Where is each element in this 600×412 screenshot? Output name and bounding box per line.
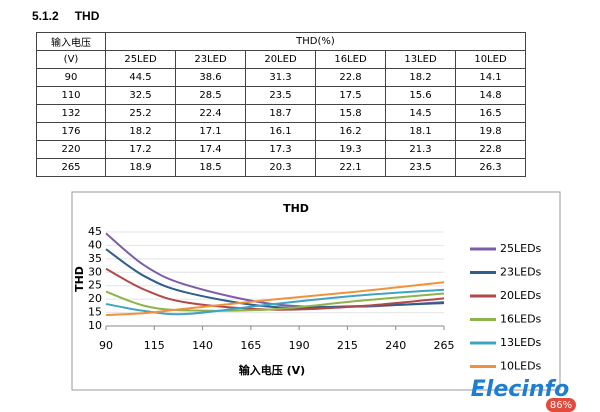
header-row: 输入电压 THD(%) xyxy=(36,32,526,51)
y-tick-label: 10 xyxy=(88,319,102,332)
data-cell: 22.8 xyxy=(455,140,526,159)
legend-label: 23LEDs xyxy=(500,266,542,279)
thd-table: 输入电压 THD(%) (V) 25LED 23LED 20LED 16LED 13LED 10… xyxy=(36,32,526,177)
y-tick-label: 35 xyxy=(88,252,102,265)
data-cell: 14.8 xyxy=(455,86,526,105)
series-line xyxy=(105,290,445,312)
subheader-row: (V) 25LED 23LED 20LED 16LED 13LED 10LED xyxy=(36,50,526,69)
series-line xyxy=(105,288,445,316)
y-axis-label: THD xyxy=(73,266,86,292)
series-line xyxy=(105,281,445,316)
section-title: THD xyxy=(74,9,100,23)
data-row: 265 18.9 18.5 20.3 22.1 23.5 26.3 xyxy=(36,158,526,177)
chart-title: THD xyxy=(283,202,309,215)
legend-label: 13LEDs xyxy=(500,336,542,349)
data-row: 132 25.2 22.4 18.7 15.8 14.5 16.5 xyxy=(36,104,526,123)
data-cell: 18.5 xyxy=(175,158,246,177)
data-row: 176 18.2 17.1 16.1 16.2 18.1 19.8 xyxy=(36,122,526,141)
x-tick-label: 265 xyxy=(434,339,455,352)
x-tick-label: 190 xyxy=(289,339,310,352)
legend-label: 10LEDs xyxy=(500,360,542,373)
x-tick-label: 215 xyxy=(337,339,358,352)
x-axis-label: 输入电压 (V) xyxy=(239,363,305,377)
y-tick-label: 45 xyxy=(88,225,102,238)
x-tick-label: 240 xyxy=(385,339,406,352)
data-cell: 26.3 xyxy=(455,158,526,177)
y-tick-label: 30 xyxy=(88,265,102,278)
logo: Elecinfo xyxy=(471,377,569,402)
x-tick-label: 165 xyxy=(240,339,261,352)
section-number: 5.1.2 xyxy=(32,9,59,23)
legend-label: 20LEDs xyxy=(500,289,542,302)
x-tick-label: 90 xyxy=(99,339,113,352)
y-tick-label: 25 xyxy=(88,279,102,292)
section-heading: 5.1.2 THD xyxy=(32,9,115,23)
data-row: 110 32.5 28.5 23.5 17.5 15.6 14.8 xyxy=(36,86,526,105)
data-cell: 23.5 xyxy=(385,158,456,177)
chart-frame xyxy=(71,191,561,391)
x-tick-label: 140 xyxy=(192,339,213,352)
y-tick-label: 20 xyxy=(88,292,102,305)
y-tick-label: 15 xyxy=(88,306,102,319)
legend-label: 25LEDs xyxy=(500,242,542,255)
x-tick-label: 115 xyxy=(144,339,165,352)
legend-label: 16LEDs xyxy=(500,313,542,326)
badge: 86% xyxy=(550,400,572,411)
badge-bg xyxy=(546,398,576,412)
y-tick-label: 40 xyxy=(88,238,102,251)
